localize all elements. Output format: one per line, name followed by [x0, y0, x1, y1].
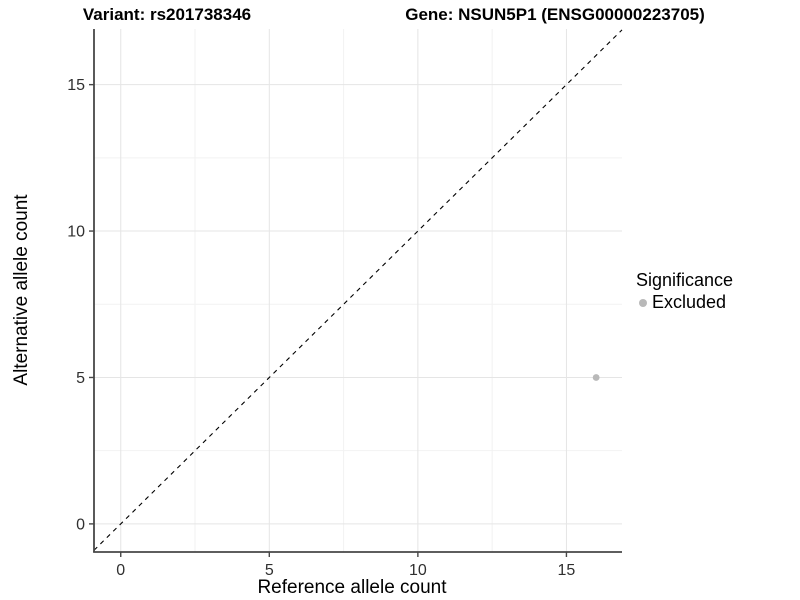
y-tick-label: 10	[67, 224, 85, 241]
y-tick-label: 5	[76, 370, 85, 387]
legend-item: Excluded	[636, 292, 733, 313]
y-tick-label: 15	[67, 77, 85, 94]
x-tick-label: 0	[116, 562, 125, 579]
legend-item-label: Excluded	[652, 292, 727, 312]
plot-title-variant: Variant: rs201738346	[82, 5, 252, 24]
legend: Significance Excluded	[636, 270, 733, 313]
identity-reference-line	[93, 29, 623, 551]
x-tick-label: 5	[265, 562, 274, 579]
data-point	[592, 374, 600, 381]
x-tick-label: 10	[409, 562, 427, 579]
plot-title-gene: Gene: NSUN5P1 (ENSG00000223705)	[405, 5, 705, 24]
x-tick-label: 15	[558, 562, 576, 579]
legend-title: Significance	[636, 270, 734, 290]
legend-point-icon	[639, 298, 647, 307]
x-axis-title: Reference allele count	[257, 577, 447, 598]
y-tick-label: 0	[76, 516, 85, 533]
